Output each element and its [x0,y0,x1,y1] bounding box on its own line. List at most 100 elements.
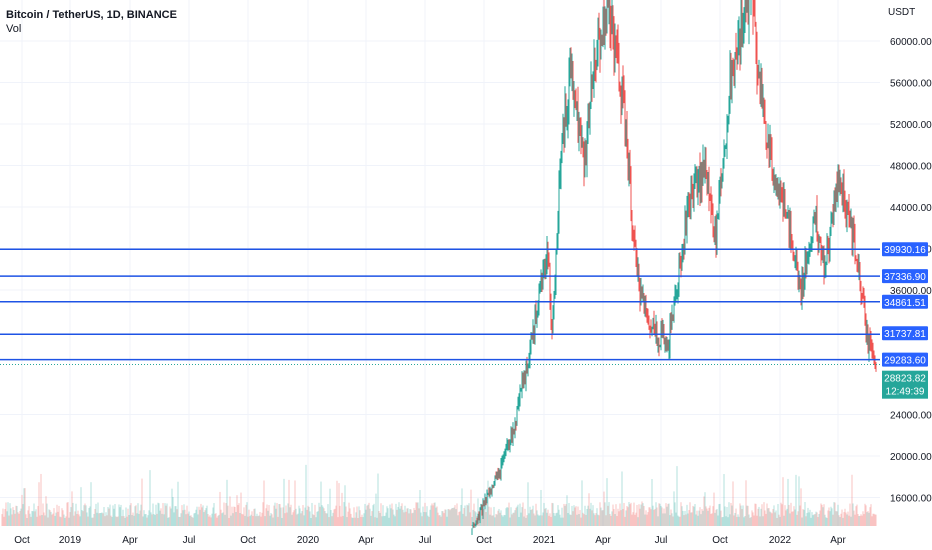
volume-bar [20,508,22,526]
volume-bar [593,513,595,526]
volume-bar [154,515,156,526]
volume-bar [640,504,642,526]
volume-bar [305,464,307,526]
candle-body [629,164,631,175]
volume-bar [869,507,871,526]
volume-bar [44,515,46,526]
horizontal-levels[interactable] [0,248,880,365]
volume-bar [773,505,775,526]
volume-bar [152,503,154,526]
volume-bar [523,516,525,526]
volume-bar [374,517,376,526]
volume-bar [404,505,406,526]
candle-body [723,154,725,168]
volume-bar [799,505,801,526]
candle-body [481,506,483,515]
volume-indicator-label[interactable]: Vol [6,23,22,35]
volume-bar [555,513,557,526]
volume-bar [762,516,764,526]
volume-bar [714,512,716,526]
volume-bar [192,517,194,526]
candle-body [495,475,497,478]
volume-bar [815,511,817,526]
volume-bar [110,515,112,526]
volume-bar [153,514,155,526]
volume-bar [697,515,699,526]
volume-bar [450,509,452,526]
volume-bar [462,513,464,526]
volume-bar [68,517,70,526]
volume-bar [642,503,644,526]
volume-bar [383,516,385,526]
time-axis[interactable]: Oct 2019 Apr Jul Oct 2020 Apr Jul Oct 2021 Apr Jul O… [14,535,846,546]
volume-bar [498,508,500,526]
candle-body [671,316,673,324]
volume-bar [852,503,854,526]
volume-bar [656,507,658,526]
volume-bar [99,513,101,526]
volume-bar [753,515,755,526]
candle-body [624,101,626,139]
volume-bar [8,515,10,526]
y-tick-label: 16000.00 [890,494,932,505]
candle-body [527,367,529,370]
volume-bar [334,508,336,526]
volume-bar [131,515,133,526]
volume-bar [160,508,162,526]
volume-bar [82,511,84,526]
volume-bar [780,502,782,526]
volume-bar [489,514,491,526]
volume-bar [811,512,813,526]
volume-bar [812,515,814,526]
volume-bar [597,514,599,526]
candle-body [736,54,738,56]
volume-bar [506,507,508,526]
candle-body [532,330,534,336]
volume-bar [6,511,8,526]
volume-bar [81,510,83,526]
volume-bar [603,491,605,526]
volume-bar [722,516,724,526]
volume-bar [708,507,710,526]
volume-bar [353,507,355,526]
volume-bar [830,506,832,526]
candle-body [786,215,788,217]
level-label-bg [882,269,928,284]
volume-bar [73,515,75,526]
volume-bar [156,513,158,526]
volume-bar [190,515,192,526]
volume-bar [676,466,678,526]
volume-bar [84,503,86,526]
volume-bar [14,513,16,526]
volume-bar [200,503,202,526]
volume-bar [562,517,564,526]
volume-bar [634,514,636,526]
volume-bar [468,503,470,526]
candle-body [811,240,813,243]
symbol-title[interactable]: Bitcoin / TetherUS, 1D, BINANCE [6,9,177,21]
volume-bar [64,517,66,526]
volume-bar [649,507,651,526]
volume-bar [606,478,608,526]
candle-body [754,13,756,23]
volume-bar [325,513,327,526]
volume-bar [782,477,784,526]
volume-bar [37,505,39,526]
volume-bar [702,510,704,526]
volume-bar [413,507,415,526]
volume-bar [534,515,536,526]
volume-bar [370,515,372,526]
volume-bar [583,514,585,526]
volume-bar [125,507,127,526]
volume-bar [841,509,843,526]
volume-bar [777,503,779,526]
candle-body [489,488,491,495]
candle-body [839,180,841,185]
volume-bar [521,507,523,526]
volume-bar [106,515,108,526]
candle-body [507,443,509,445]
candle-body [756,42,758,77]
volume-bar [440,516,442,526]
x-tick-label: Oct [712,535,728,546]
